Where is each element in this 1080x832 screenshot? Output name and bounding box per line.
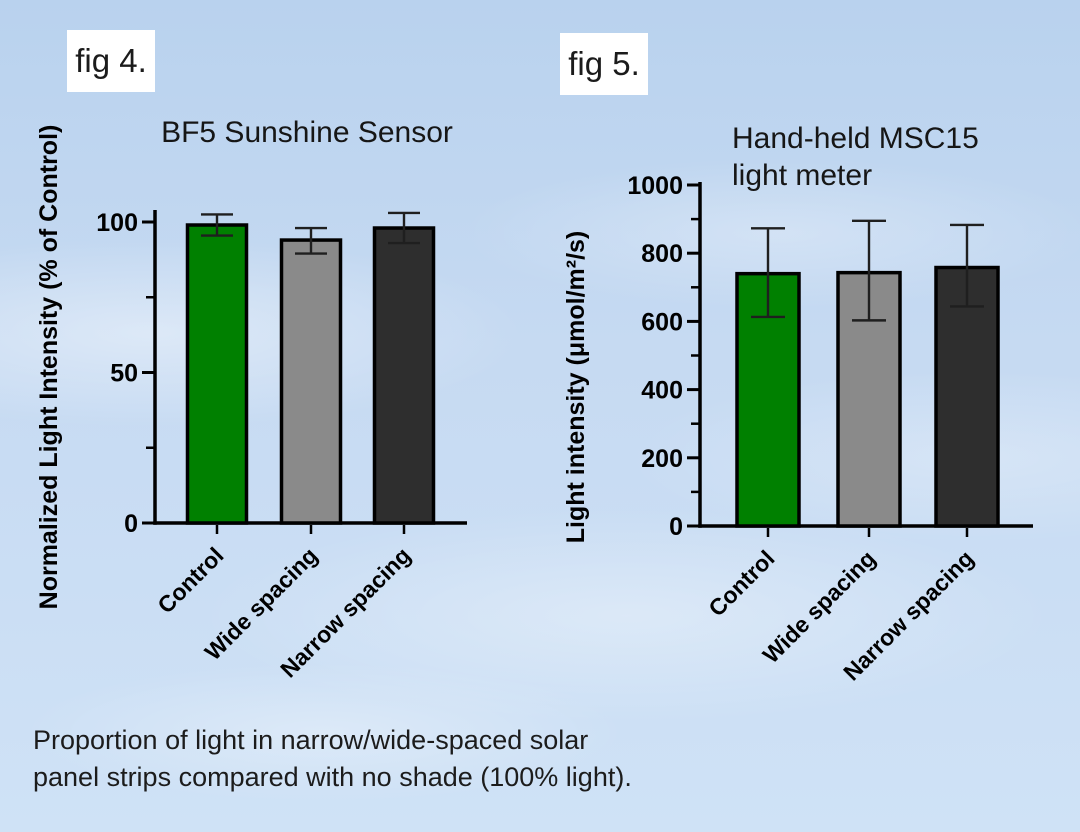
figure-5-label: fig 5. [560, 33, 648, 95]
error-bar-wide-spacing [295, 226, 327, 255]
y-tick-label: 1000 [627, 172, 683, 200]
y-tick-label: 600 [641, 308, 683, 336]
figure-4-label: fig 4. [67, 30, 155, 92]
caption-line-2: panel strips compared with no shade (100… [33, 762, 632, 792]
figure-caption: Proportion of light in narrow/wide-space… [33, 722, 632, 796]
y-tick-label: 400 [641, 377, 683, 405]
y-axis-label: Normalized Light Intensity (% of Control… [35, 125, 63, 610]
error-bar-control [201, 213, 233, 237]
chart-title-line-2: light meter [732, 159, 872, 192]
category-label-control: Control [703, 545, 779, 621]
caption-line-1: Proportion of light in narrow/wide-space… [33, 725, 589, 755]
error-bar-narrow-spacing [950, 223, 984, 308]
y-tick-label: 0 [124, 510, 138, 538]
bar-control [185, 223, 249, 525]
y-tick-label: 0 [669, 513, 683, 541]
y-tick-label: 100 [96, 209, 138, 237]
y-tick-label: 800 [641, 240, 683, 268]
chart-title-line-1: BF5 Sunshine Sensor [161, 116, 453, 149]
msc15-light-meter-chart: Hand-held MSC15 light meter Light intensit… [562, 122, 1033, 686]
error-bar-control [751, 227, 785, 319]
bar-wide-spacing [279, 238, 343, 525]
chart-title-line-1: Hand-held MSC15 [732, 122, 979, 155]
y-tick-label: 50 [110, 360, 138, 388]
error-bar-narrow-spacing [388, 211, 420, 245]
bf5-sunshine-sensor-chart: BF5 Sunshine Sensor Normalized Light Inte… [35, 116, 467, 683]
error-bar-wide-spacing [852, 219, 886, 322]
y-tick-label: 200 [641, 445, 683, 473]
y-axis-label: Light intensity (μmol/m²/s) [562, 231, 590, 544]
bar-narrow-spacing [934, 265, 1000, 528]
bar-narrow-spacing [372, 226, 436, 525]
category-label-control: Control [152, 542, 228, 618]
